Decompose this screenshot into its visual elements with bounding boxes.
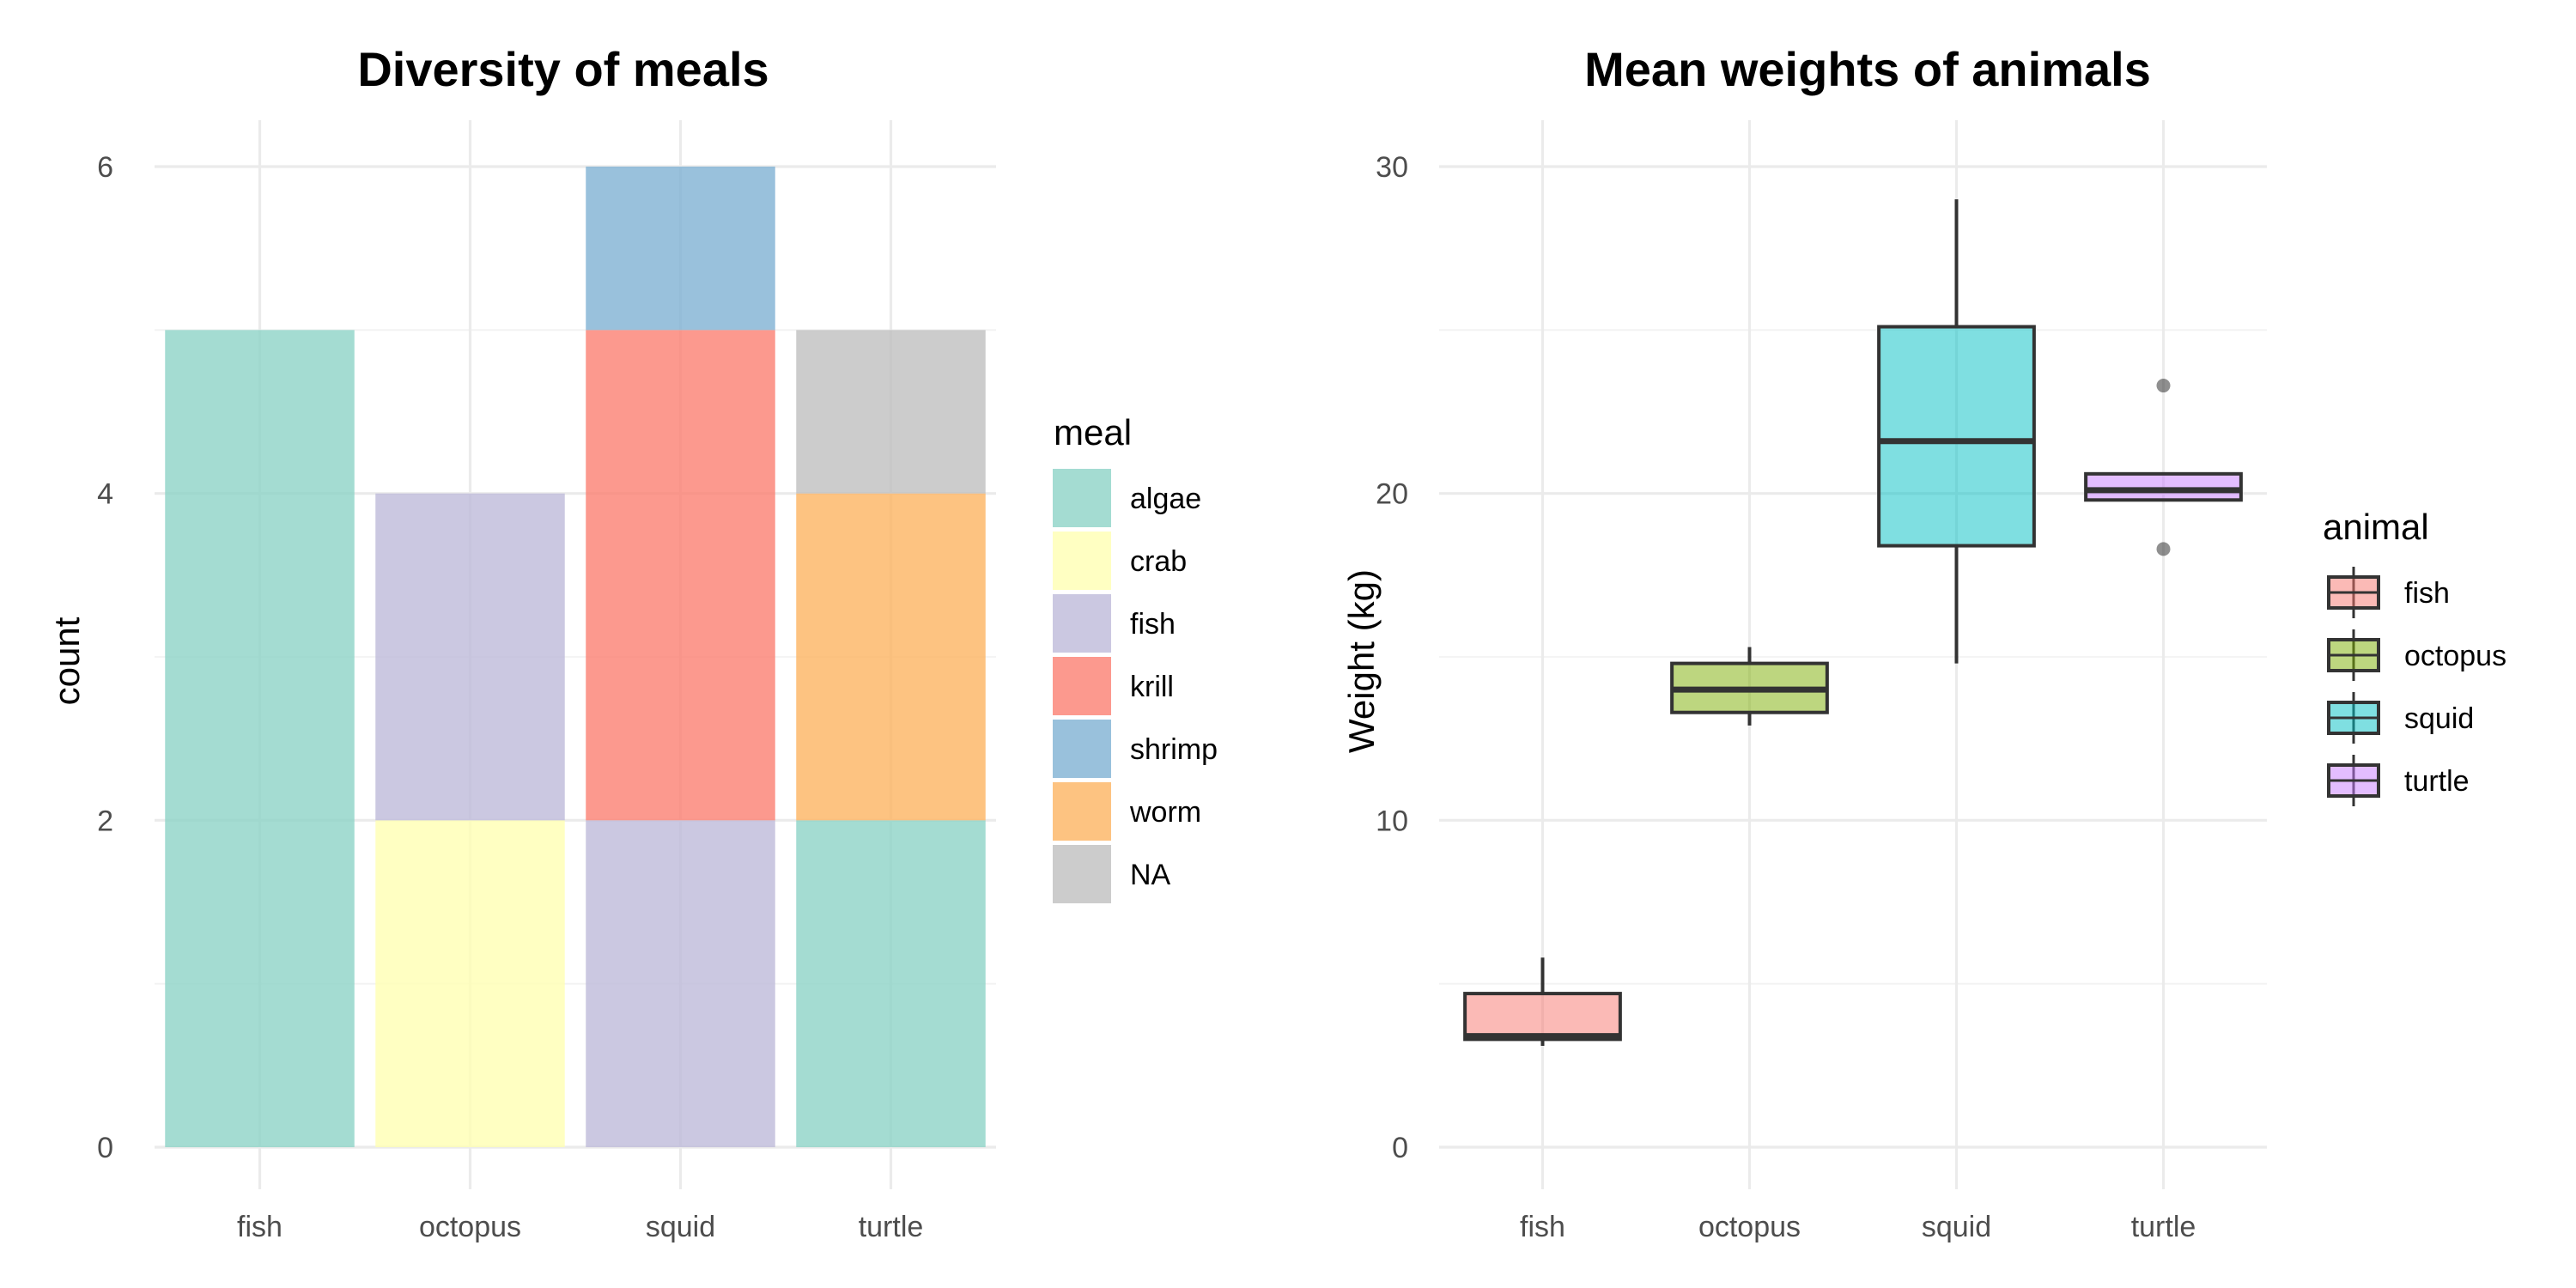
y-tick-label: 0 — [97, 1132, 113, 1164]
legend-key-krill — [1053, 657, 1111, 715]
bar-octopus-fish — [375, 493, 565, 821]
bar-turtle-worm — [796, 493, 986, 821]
box-fish — [1463, 992, 1622, 1042]
x-tick-label: squid — [646, 1211, 715, 1243]
legend-label: octopus — [2404, 640, 2506, 672]
weights-y-ticks: 0 10 20 30 — [1376, 151, 1408, 1164]
x-tick-label: turtle — [859, 1211, 924, 1243]
x-tick-label: octopus — [419, 1211, 521, 1243]
y-tick-label: 2 — [97, 805, 113, 837]
weights-legend: animal fish octopus squid turtle — [2323, 507, 2506, 806]
legend-label: worm — [1129, 796, 1201, 829]
legend-label: fish — [2404, 577, 2450, 610]
bar-squid-shrimp — [586, 167, 775, 331]
y-tick-label: 20 — [1376, 478, 1408, 511]
legend-label: fish — [1130, 608, 1176, 641]
legend-label: algae — [1130, 483, 1201, 515]
legend-key-na — [1053, 845, 1111, 903]
legend-key-worm — [1053, 782, 1111, 841]
weights-legend-title: animal — [2323, 507, 2429, 547]
x-tick-label: fish — [237, 1211, 283, 1243]
legend-label: crab — [1130, 545, 1187, 578]
legend-label: turtle — [2404, 765, 2470, 798]
y-tick-label: 0 — [1392, 1132, 1408, 1164]
legend-key-algae — [1053, 469, 1111, 527]
legend-key-fish — [1053, 594, 1111, 653]
legend-label: squid — [2404, 702, 2474, 735]
outlier-turtle — [2156, 379, 2171, 393]
y-tick-label: 10 — [1376, 805, 1408, 837]
meals-x-ticks: fish octopus squid turtle — [237, 1211, 923, 1243]
legend-label: shrimp — [1130, 733, 1218, 766]
x-tick-label: fish — [1520, 1211, 1565, 1243]
y-tick-label: 6 — [97, 151, 113, 184]
box-squid — [1877, 325, 2036, 548]
meals-y-axis-title: count — [46, 617, 87, 705]
weights-boxes — [1463, 199, 2243, 1046]
bar-fish-algae — [165, 330, 355, 1147]
meals-y-ticks: 0 2 4 6 — [97, 151, 113, 1164]
legend-key-crab — [1053, 532, 1111, 590]
bar-squid-fish — [586, 820, 775, 1147]
bar-octopus-crab — [375, 820, 565, 1147]
legend-label: krill — [1130, 671, 1174, 703]
x-tick-label: turtle — [2131, 1211, 2196, 1243]
y-tick-label: 30 — [1376, 151, 1408, 184]
meals-legend-title: meal — [1054, 412, 1132, 453]
bar-turtle-na — [796, 330, 986, 494]
legend-key-shrimp — [1053, 720, 1111, 778]
meals-chart: Diversity of meals 0 2 4 6 fish octopus squid… — [46, 42, 1218, 1243]
weights-chart-title: Mean weights of animals — [1584, 42, 2151, 96]
x-tick-label: squid — [1922, 1211, 1991, 1243]
meals-bars — [165, 167, 986, 1147]
meals-chart-title: Diversity of meals — [357, 42, 769, 96]
legend-label: NA — [1130, 859, 1171, 891]
x-tick-label: octopus — [1698, 1211, 1801, 1243]
bar-turtle-algae — [796, 820, 986, 1147]
box-turtle — [2084, 471, 2243, 502]
bar-squid-krill — [586, 330, 775, 821]
weights-chart: Mean weights of animals 0 10 20 30 fish octo… — [1341, 42, 2506, 1243]
y-tick-label: 4 — [97, 478, 113, 511]
meals-legend: meal algae crab fish krill shrimp worm NA — [1053, 412, 1218, 903]
outlier-turtle — [2156, 542, 2171, 556]
weights-y-axis-title: Weight (kg) — [1341, 569, 1382, 753]
weights-x-ticks: fish octopus squid turtle — [1520, 1211, 2196, 1243]
